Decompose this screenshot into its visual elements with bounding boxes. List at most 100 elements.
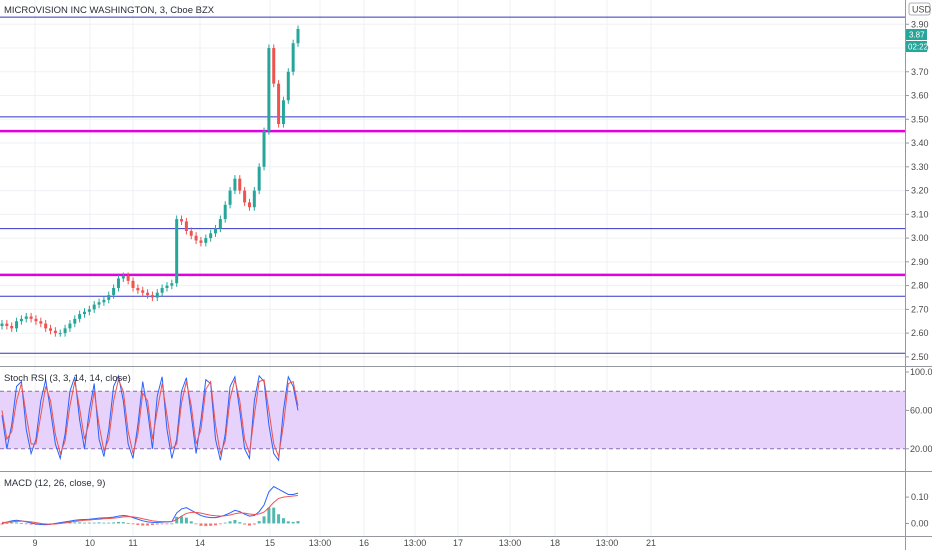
price-tick-label: 3.50 [911, 114, 929, 124]
macd-histogram-bar [87, 522, 91, 524]
macd-histogram-bar [184, 517, 188, 524]
macd-histogram-bar [146, 523, 150, 526]
price-tick-label: 3.20 [911, 186, 929, 196]
macd-histogram-bar [131, 523, 135, 525]
macd-histogram-bar [267, 507, 271, 524]
candle-body [247, 202, 251, 208]
chart-title: MICROVISION INC WASHINGTON, 3, Cboe BZX [4, 5, 215, 16]
last-price-tag [906, 29, 927, 40]
macd-histogram-bar [68, 522, 72, 524]
candle-body [228, 190, 232, 205]
macd-histogram-bar [78, 522, 82, 524]
macd-histogram-bar [82, 522, 86, 524]
candlestick-series [0, 25, 300, 337]
macd-histogram-bar [155, 523, 159, 525]
macd-histogram-bar [257, 521, 261, 524]
candle-body [39, 321, 43, 324]
macd-histogram-bar [194, 523, 198, 525]
candle-body [291, 43, 295, 72]
macd-histogram-bar [286, 521, 290, 524]
time-tick-label: 14 [195, 538, 205, 548]
candle-body [121, 276, 125, 279]
candle-body [73, 318, 77, 324]
price-tick-label: 2.60 [911, 328, 929, 338]
macd-histogram-bar [136, 523, 140, 526]
macd-line [2, 495, 299, 525]
macd-histogram-bar [92, 522, 96, 524]
time-axis[interactable]: 9 10 11 14 15 13:00 16 13:00 17 13:00 18 13:00 21 [32, 538, 656, 548]
price-tick-label: 2.90 [911, 257, 929, 267]
macd-histogram-bar [150, 523, 154, 526]
time-tick-label: 13:00 [404, 538, 427, 548]
macd-histogram-bar [272, 507, 276, 524]
candle-body [87, 309, 91, 312]
price-axis[interactable]: 3.903.803.703.603.503.403.303.203.103.00… [905, 19, 932, 528]
candle-body [107, 295, 111, 300]
stoch-line [1, 378, 299, 459]
macd-histogram-bar [243, 523, 247, 525]
macd-histogram-bar [209, 523, 213, 526]
candle-body [257, 166, 261, 191]
price-tick-label: 3.10 [911, 209, 929, 219]
candle-body [184, 221, 188, 231]
macd-histogram-bar [296, 521, 300, 524]
candle-body [146, 292, 150, 296]
candle-body [243, 190, 247, 203]
countdown-tag [906, 41, 927, 52]
stoch-tick-label: 20.00 [910, 444, 932, 454]
macd-histogram-bar [5, 523, 9, 524]
price-tick-label: 3.70 [911, 67, 929, 77]
candle-body [233, 178, 237, 191]
macd-histogram-bar [112, 522, 116, 524]
candle-body [78, 314, 82, 319]
candle-body [58, 333, 62, 335]
candle-body [204, 238, 208, 243]
candle-body [165, 285, 169, 288]
candle-body [112, 287, 116, 296]
candle-body [0, 323, 4, 326]
currency-label: USD [912, 5, 932, 15]
time-tick-label: 13:00 [499, 538, 522, 548]
candle-body [19, 318, 23, 322]
candle-body [209, 233, 213, 239]
candle-body [44, 323, 48, 329]
price-tick-label: 3.40 [911, 138, 929, 148]
macd-histogram-bar [175, 516, 179, 524]
currency-badge[interactable] [908, 2, 931, 16]
candle-body [150, 295, 154, 298]
macd-histogram-bar [97, 522, 101, 524]
candle-body [155, 292, 159, 298]
macd-histogram-bar [170, 523, 174, 525]
candle-body [286, 71, 290, 101]
horizontal-level-lines[interactable] [0, 16, 905, 354]
candle-body [34, 318, 38, 322]
candle-body [214, 228, 218, 234]
macd-histogram-bar [0, 523, 4, 525]
candle-body [199, 240, 203, 243]
last-price-value: 3.87 [909, 31, 925, 40]
candle-body [24, 316, 28, 319]
macd-histogram-bar [199, 523, 203, 526]
macd-histogram-bar [238, 522, 242, 524]
stoch-rsi-pane [0, 374, 905, 462]
candle-body [160, 287, 164, 293]
candle-body [272, 48, 276, 84]
macd-histogram-bar [107, 522, 111, 524]
macd-pane [0, 485, 300, 527]
time-tick-label: 9 [32, 538, 37, 548]
candle-body [170, 283, 174, 286]
macd-histogram-bar [121, 522, 125, 524]
time-tick-label: 17 [453, 538, 463, 548]
candle-body [102, 299, 106, 303]
macd-histogram-bar [29, 523, 33, 525]
candle-body [218, 219, 222, 229]
candle-body [267, 48, 271, 132]
price-tick-label: 2.50 [911, 352, 929, 362]
macd-histogram-bar [116, 521, 120, 524]
macd-tick-label: 0.00 [911, 518, 929, 528]
time-tick-label: 10 [85, 538, 95, 548]
candle-body [175, 219, 179, 284]
candle-body [10, 325, 14, 329]
time-tick-label: 18 [550, 538, 560, 548]
